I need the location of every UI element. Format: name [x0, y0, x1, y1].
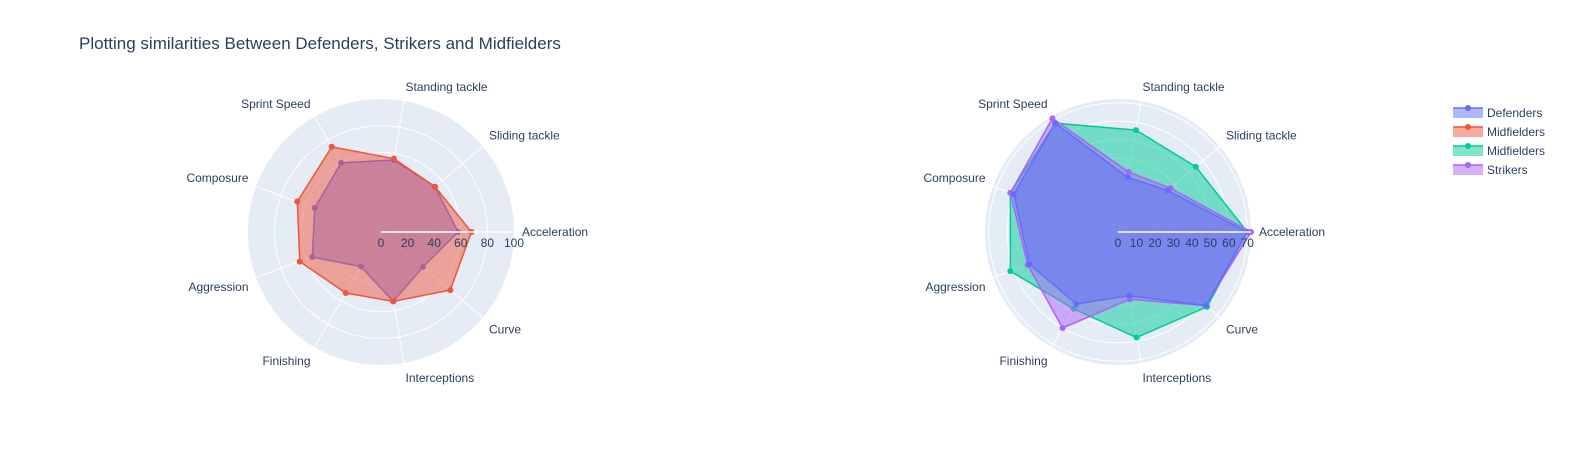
legend-swatch — [1453, 146, 1483, 156]
radial-tick-label: 40 — [1185, 236, 1199, 250]
angular-axis-label: Sliding tackle — [1226, 128, 1297, 142]
series-point — [296, 258, 303, 265]
angular-axis-label: Composure — [923, 171, 985, 185]
angular-axis-label: Sprint Speed — [241, 97, 310, 111]
series-point — [1007, 268, 1014, 275]
angular-axis-label: Interceptions — [1142, 371, 1211, 385]
series-area-midfielders — [296, 145, 473, 303]
radial-tick-label: 50 — [1204, 236, 1218, 250]
series-area-defenders — [1013, 122, 1249, 307]
series-point — [390, 298, 397, 305]
series-point — [1010, 191, 1017, 198]
radial-tick-label: 20 — [1148, 236, 1162, 250]
radial-tick-label: 0 — [1115, 236, 1122, 250]
angular-axis-label: Curve — [489, 323, 521, 337]
series-point — [390, 155, 397, 162]
radial-tick-label: 10 — [1130, 236, 1144, 250]
radial-tick-label: 30 — [1167, 236, 1181, 250]
radial-tick-label: 70 — [1241, 236, 1255, 250]
radial-tick-label: 80 — [481, 236, 495, 250]
angular-axis-label: Aggression — [188, 280, 248, 294]
angular-axis-label: Acceleration — [1259, 225, 1325, 239]
series-point — [1126, 292, 1133, 299]
legend: Defenders Midfielders Midfielders Strikers — [1453, 105, 1545, 177]
legend-label: Strikers — [1487, 163, 1528, 177]
angular-axis-label: Standing tackle — [1142, 80, 1224, 94]
legend-swatch — [1453, 108, 1483, 118]
polar-chart-right: 0 10 20 30 40 50 60 70 Acceleration Sliding tackl… — [923, 80, 1325, 385]
angular-axis-label: Sliding tackle — [489, 128, 560, 142]
series-point — [447, 287, 454, 294]
series-point — [1132, 127, 1139, 134]
angular-axis-label: Standing tackle — [405, 80, 487, 94]
angular-axis-label: Finishing — [999, 354, 1047, 368]
legend-marker — [1465, 162, 1471, 168]
legend-item-midfielders[interactable]: Midfielders — [1453, 143, 1545, 158]
series-point — [1124, 174, 1131, 181]
angular-axis-label: Acceleration — [522, 225, 588, 239]
angular-axis-label: Curve — [1226, 323, 1258, 337]
series-point — [294, 198, 301, 205]
legend-swatch — [1453, 165, 1483, 175]
radial-tick-label: 20 — [401, 236, 415, 250]
series-point — [1192, 163, 1199, 170]
legend-item-defenders[interactable]: Defenders — [1453, 105, 1542, 120]
legend-marker — [1465, 143, 1471, 149]
legend-label: Midfielders — [1487, 144, 1545, 158]
series-point — [1059, 324, 1066, 331]
series-point — [1052, 120, 1059, 127]
series-point — [1164, 187, 1171, 194]
series-point — [431, 183, 438, 190]
legend-marker — [1465, 105, 1471, 111]
legend-item-strikers[interactable]: Strikers — [1453, 162, 1528, 177]
legend-item-midfielders[interactable]: Midfielders — [1453, 124, 1545, 139]
series-point — [328, 143, 335, 150]
chart-title: Plotting similarities Between Defenders,… — [79, 34, 561, 53]
radial-tick-label: 0 — [378, 236, 385, 250]
radial-tick-label: 100 — [504, 236, 524, 250]
series-point — [1202, 302, 1209, 309]
angular-axis-label: Sprint Speed — [978, 97, 1047, 111]
series-point — [1133, 334, 1140, 341]
series-point — [1073, 300, 1080, 307]
legend-marker — [1465, 124, 1471, 130]
series-point — [1049, 115, 1056, 122]
angular-axis-label: Composure — [186, 171, 248, 185]
angular-axis-label: Finishing — [262, 354, 310, 368]
series-point — [1026, 261, 1033, 268]
radial-tick-label: 60 — [1222, 236, 1236, 250]
legend-label: Defenders — [1487, 106, 1542, 120]
angular-axis-label: Aggression — [925, 280, 985, 294]
angular-axis-label: Interceptions — [405, 371, 474, 385]
legend-label: Midfielders — [1487, 125, 1545, 139]
legend-swatch — [1453, 127, 1483, 137]
radial-tick-label: 60 — [454, 236, 468, 250]
series-point — [1125, 168, 1132, 175]
radial-tick-label: 40 — [428, 236, 442, 250]
series-point — [342, 290, 349, 297]
